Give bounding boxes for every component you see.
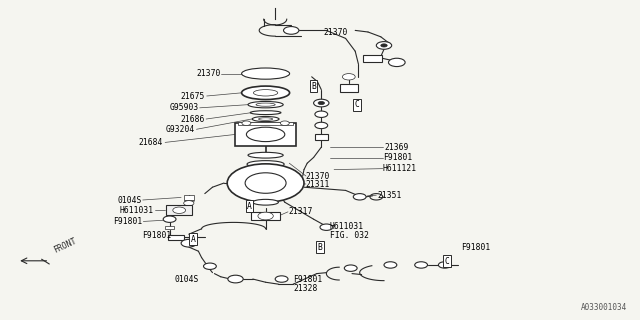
Text: H611031: H611031 [120, 206, 154, 215]
Circle shape [173, 207, 186, 213]
Circle shape [353, 194, 366, 200]
Circle shape [258, 212, 273, 220]
Circle shape [415, 262, 428, 268]
Circle shape [320, 224, 333, 230]
Bar [251, 212, 280, 220]
Circle shape [315, 122, 328, 129]
Circle shape [275, 276, 288, 282]
Circle shape [245, 173, 286, 193]
Ellipse shape [248, 152, 283, 158]
Ellipse shape [253, 199, 278, 205]
Ellipse shape [241, 68, 289, 79]
Text: FRONT: FRONT [52, 236, 78, 254]
Text: 0104S: 0104S [174, 275, 198, 284]
Text: 21686: 21686 [180, 115, 205, 124]
Circle shape [204, 263, 216, 269]
Bar [184, 195, 194, 200]
Bar [315, 134, 328, 140]
Circle shape [376, 42, 392, 49]
Circle shape [318, 101, 324, 105]
Ellipse shape [252, 116, 279, 122]
Text: F91801: F91801 [113, 217, 142, 226]
Text: 21675: 21675 [180, 92, 205, 100]
Circle shape [344, 265, 357, 271]
Text: 21351: 21351 [378, 191, 402, 200]
Ellipse shape [250, 111, 281, 115]
Circle shape [228, 275, 243, 283]
Text: 21684: 21684 [139, 138, 163, 147]
Text: F91801: F91801 [142, 231, 172, 240]
Bar [239, 122, 293, 125]
Text: H611031: H611031 [330, 222, 364, 231]
Circle shape [342, 74, 355, 80]
Bar [340, 84, 358, 92]
Circle shape [314, 99, 329, 107]
Bar [165, 226, 174, 229]
Text: C: C [355, 100, 360, 109]
Circle shape [280, 121, 289, 125]
Circle shape [388, 58, 405, 67]
Text: F91801: F91801 [293, 275, 323, 284]
Text: 21369: 21369 [384, 143, 408, 152]
Text: G93204: G93204 [166, 125, 195, 134]
Bar [236, 123, 296, 146]
Bar [363, 55, 382, 62]
Ellipse shape [246, 127, 285, 141]
Ellipse shape [259, 118, 273, 120]
Text: A: A [191, 235, 196, 244]
Text: 21370: 21370 [323, 28, 348, 36]
Text: 21370: 21370 [306, 172, 330, 180]
Text: G95903: G95903 [169, 103, 198, 112]
Ellipse shape [256, 103, 275, 106]
Text: 21311: 21311 [306, 180, 330, 188]
Ellipse shape [248, 101, 283, 108]
Ellipse shape [247, 161, 284, 168]
Circle shape [384, 262, 397, 268]
Circle shape [284, 27, 299, 34]
Circle shape [184, 201, 194, 206]
Text: 21328: 21328 [293, 284, 317, 293]
Circle shape [242, 121, 251, 125]
Text: 0104S: 0104S [118, 196, 142, 204]
Ellipse shape [241, 86, 289, 100]
Circle shape [381, 44, 387, 47]
Text: A033001034: A033001034 [581, 303, 627, 312]
Text: B: B [311, 82, 316, 91]
Text: A: A [247, 202, 252, 211]
Bar [168, 235, 184, 240]
Circle shape [227, 164, 304, 202]
Circle shape [315, 111, 328, 117]
Circle shape [181, 239, 196, 247]
Circle shape [163, 216, 176, 222]
Bar [166, 205, 192, 215]
Text: 21370: 21370 [196, 69, 221, 78]
Text: F91801: F91801 [383, 153, 412, 162]
Ellipse shape [253, 90, 278, 96]
Circle shape [438, 262, 451, 268]
Text: C: C [444, 257, 449, 266]
Text: FIG. 032: FIG. 032 [330, 231, 369, 240]
Text: F91801: F91801 [461, 243, 490, 252]
Text: H611121: H611121 [383, 164, 417, 173]
Text: 21317: 21317 [288, 207, 312, 216]
Text: B: B [317, 243, 323, 252]
